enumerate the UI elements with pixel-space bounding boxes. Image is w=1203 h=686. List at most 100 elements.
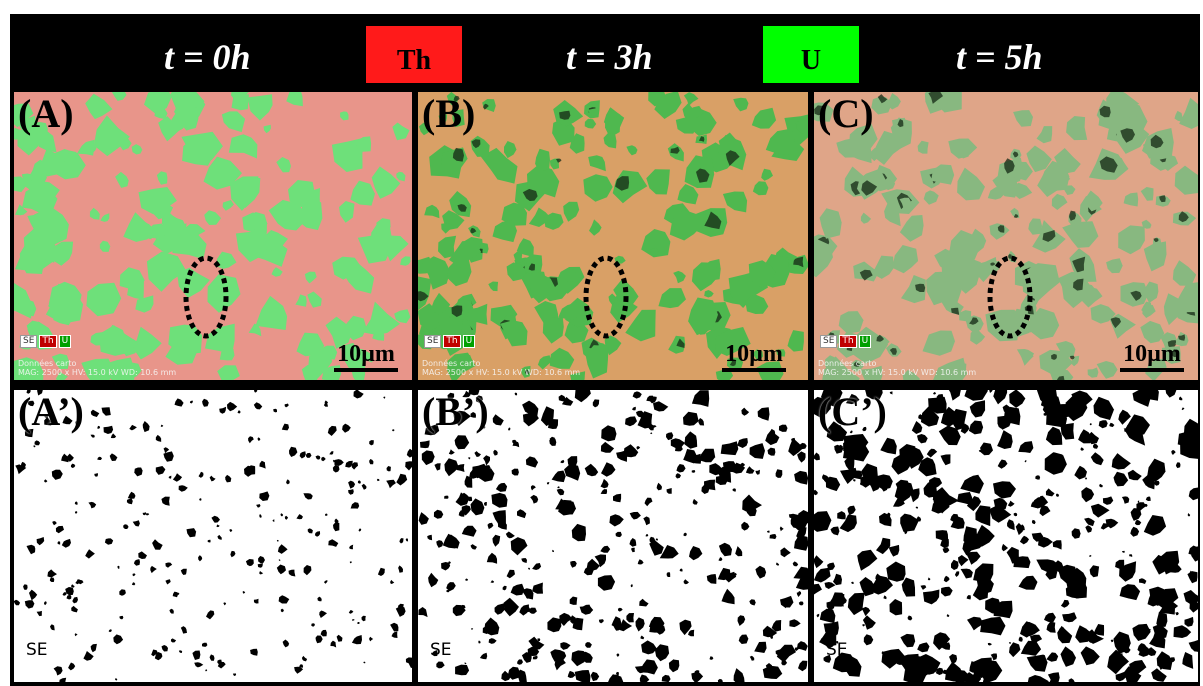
porosity-spot [441, 562, 451, 571]
porosity-spot [1058, 627, 1065, 633]
u-rich-grain [564, 316, 589, 344]
porosity-spot [427, 534, 433, 541]
porosity-spot [361, 483, 367, 490]
porosity-spot [74, 501, 78, 505]
porosity-spot [793, 566, 808, 579]
porosity-spot [560, 500, 576, 515]
porosity-spot [574, 670, 591, 682]
u-rich-grain [248, 212, 267, 234]
porosity-spot [14, 599, 21, 606]
u-rich-grain [93, 115, 130, 157]
porosity-spot [918, 457, 937, 477]
porosity-spot [1047, 672, 1060, 682]
porosity-spot [50, 624, 55, 631]
u-rich-grain [761, 168, 773, 181]
porosity-spot [259, 491, 270, 501]
porosity-spot [512, 441, 520, 448]
u-rich-grain [14, 283, 32, 319]
porosity-spot [679, 619, 692, 636]
porosity-spot [825, 476, 841, 492]
porosity-spot [286, 479, 290, 485]
porosity-spot [1115, 559, 1125, 569]
porosity-spot [502, 585, 507, 591]
porosity-spot [989, 504, 1012, 523]
porosity-spot [917, 642, 930, 653]
u-rich-grain [1090, 304, 1116, 324]
dissolution-pore [452, 147, 464, 162]
porosity-spot [1031, 519, 1036, 525]
porosity-spot [169, 608, 174, 614]
porosity-spot [253, 402, 263, 410]
porosity-spot [749, 599, 756, 606]
porosity-spot [530, 494, 539, 504]
dissolution-pore [1171, 349, 1179, 358]
porosity-spot [951, 559, 959, 570]
porosity-spot [345, 460, 353, 468]
porosity-spot [454, 435, 470, 450]
porosity-spot [299, 664, 304, 668]
u-rich-grain [765, 128, 795, 155]
u-rich-grain [1143, 241, 1167, 272]
porosity-spot [259, 460, 266, 469]
porosity-spot [237, 410, 241, 414]
u-rich-grain [85, 93, 113, 120]
u-rich-grain [124, 362, 142, 380]
porosity-spot [762, 625, 778, 638]
u-rich-grain [480, 147, 518, 184]
u-rich-grain [1055, 341, 1076, 359]
u-rich-grain [492, 219, 517, 243]
porosity-spot [701, 484, 710, 494]
porosity-spot [1057, 625, 1073, 644]
porosity-spot [571, 523, 586, 542]
u-rich-grain [1179, 97, 1198, 129]
porosity-spot [857, 549, 878, 571]
scalebar-a-line [334, 368, 398, 372]
u-rich-grain [304, 271, 317, 284]
porosity-spot [639, 598, 649, 607]
porosity-spot [488, 638, 497, 644]
u-rich-grain [138, 187, 177, 215]
porosity-spot [448, 449, 455, 455]
porosity-spot [1130, 508, 1142, 521]
porosity-spot [780, 547, 791, 558]
porosity-spot [741, 407, 750, 416]
porosity-spot [90, 409, 100, 417]
porosity-spot [1085, 525, 1093, 533]
u-rich-grain [182, 136, 215, 166]
u-rich-grain [933, 357, 968, 380]
porosity-spot [722, 461, 737, 473]
u-rich-grain [355, 136, 372, 152]
u-rich-grain [1021, 349, 1034, 366]
porosity-spot [600, 441, 615, 453]
u-rich-grain [825, 355, 842, 372]
porosity-spot [180, 568, 187, 575]
porosity-spot [390, 622, 399, 632]
porosity-spot [738, 634, 749, 644]
porosity-spot [332, 459, 335, 463]
panel-c-prime-binary: (C’) SE [814, 390, 1198, 682]
porosity-spot [475, 395, 483, 403]
acquisition-info-a: Données carto MAG: 2500 x HV: 15.0 kV WD… [18, 359, 176, 378]
dissolution-pore [1130, 290, 1142, 301]
porosity-spot [794, 470, 808, 485]
porosity-spot [1124, 666, 1142, 682]
porosity-spot [862, 615, 876, 630]
porosity-spot [334, 459, 344, 466]
porosity-spot [1099, 483, 1103, 488]
porosity-spot [965, 551, 981, 565]
binary-map-a-prime [14, 390, 412, 682]
porosity-spot [198, 555, 203, 562]
u-rich-grain [1162, 154, 1179, 171]
u-rich-grain [268, 199, 308, 231]
porosity-spot [1093, 396, 1114, 420]
u-rich-grain [935, 277, 962, 305]
porosity-spot [20, 461, 26, 468]
porosity-spot [861, 606, 871, 617]
porosity-spot [151, 649, 159, 657]
porosity-spot [989, 390, 993, 393]
porosity-spot [700, 448, 716, 463]
u-rich-grain [31, 194, 50, 213]
porosity-spot [288, 569, 296, 577]
porosity-spot [997, 459, 1008, 469]
u-rich-grain [376, 218, 391, 235]
